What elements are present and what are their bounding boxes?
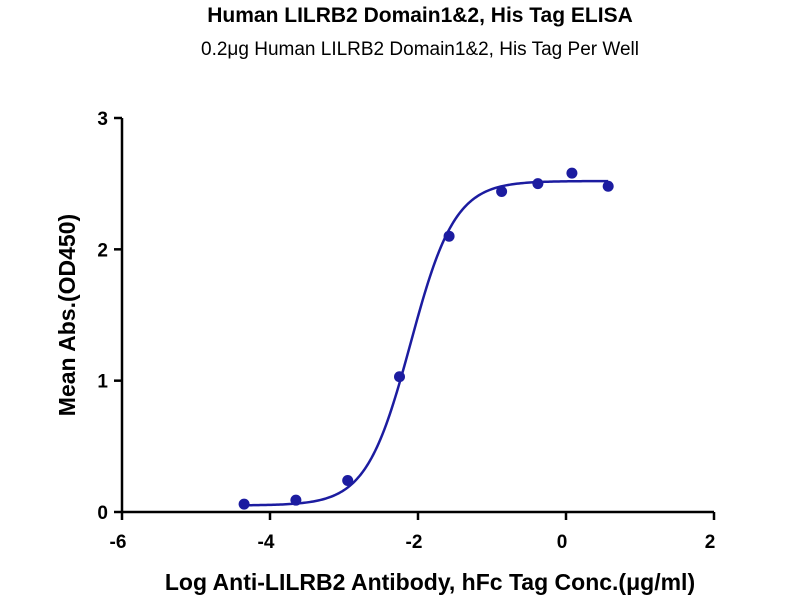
data-point bbox=[394, 371, 405, 383]
data-point bbox=[566, 167, 578, 179]
data-points bbox=[238, 167, 614, 510]
data-point bbox=[496, 186, 508, 198]
fit-curve-group bbox=[244, 179, 609, 507]
data-point bbox=[443, 230, 455, 242]
y-tick-label: 3 bbox=[97, 109, 108, 130]
y-tick-label: 1 bbox=[97, 372, 108, 393]
x-tick-label: -2 bbox=[406, 532, 423, 553]
x-tick-label: -4 bbox=[258, 532, 275, 553]
y-tick-label: 2 bbox=[97, 240, 108, 261]
chart-title: Human LILRB2 Domain1&2, His Tag ELISA bbox=[207, 4, 633, 27]
data-point bbox=[238, 498, 250, 510]
data-point bbox=[602, 180, 614, 192]
axes: -6 -4 -2 0 2 0 1 2 3 bbox=[97, 109, 715, 553]
x-tick-label: 2 bbox=[705, 532, 716, 553]
x-tick-label: 0 bbox=[557, 532, 568, 553]
chart-subtitle: 0.2μg Human LILRB2 Domain1&2, His Tag Pe… bbox=[201, 39, 639, 60]
y-axis-label: Mean Abs.(OD450) bbox=[54, 214, 80, 416]
y-tick-label: 0 bbox=[97, 503, 108, 524]
data-point bbox=[532, 178, 544, 190]
data-point bbox=[290, 494, 302, 506]
fit-curve bbox=[244, 179, 609, 507]
x-tick-label: -6 bbox=[110, 532, 127, 553]
x-axis-label: Log Anti-LILRB2 Antibody, hFc Tag Conc.(… bbox=[165, 569, 695, 595]
data-point bbox=[342, 474, 354, 486]
